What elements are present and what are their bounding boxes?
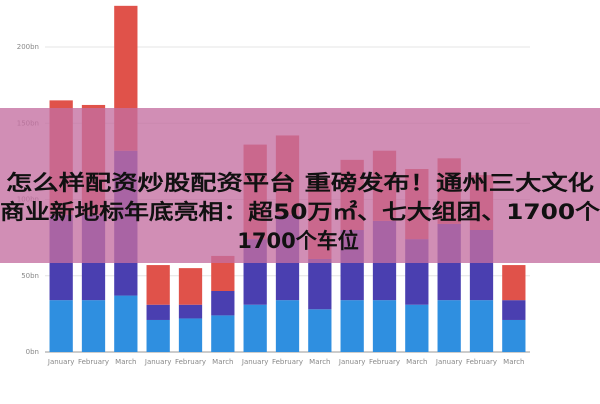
- bar-segment: [211, 315, 235, 352]
- overlay-line: 1700个车位: [237, 229, 358, 253]
- x-tick-label: January: [241, 358, 269, 366]
- x-tick-label: February: [272, 358, 303, 366]
- x-tick-label: February: [466, 358, 497, 366]
- x-tick-label: March: [503, 358, 524, 366]
- bar-segment: [405, 304, 429, 352]
- x-tick-label: March: [212, 358, 233, 366]
- bar-segment: [275, 300, 300, 352]
- bar-segment: [372, 300, 397, 352]
- bar-segment: [340, 300, 364, 352]
- y-tick-label: 50bn: [21, 272, 39, 280]
- overlay-line: 商业新地标年底亮相：超50万㎡、七大组团、1700个: [0, 200, 600, 224]
- y-tick-label: 0bn: [26, 348, 39, 356]
- bar-segment: [502, 319, 526, 352]
- x-tick-label: January: [47, 358, 75, 366]
- bar-segment: [178, 318, 203, 352]
- bar-segment: [308, 258, 332, 310]
- bar-segment: [469, 300, 494, 352]
- bar-segment: [502, 265, 526, 301]
- x-tick-label: February: [369, 358, 400, 366]
- x-tick-label: January: [435, 358, 463, 366]
- bar-segment: [49, 300, 73, 352]
- bar-segment: [308, 309, 332, 352]
- bar-segment: [81, 300, 106, 352]
- x-tick-label: March: [406, 358, 427, 366]
- bar-segment: [146, 319, 170, 352]
- bar-segment: [211, 291, 235, 316]
- bar-segment: [146, 304, 170, 320]
- x-tick-label: February: [78, 358, 109, 366]
- overlay-band: [0, 108, 600, 263]
- bar-segment: [178, 268, 203, 305]
- overlay-line: 怎么样配资炒股配资平台 重磅发布！通州三大文化: [6, 171, 594, 195]
- bar-segment: [114, 295, 138, 352]
- bar-segment: [178, 304, 203, 319]
- bar-segment: [437, 300, 461, 352]
- bar-segment: [146, 265, 170, 305]
- bar-segment: [243, 304, 267, 352]
- x-tick-label: February: [175, 358, 206, 366]
- bar-segment: [502, 300, 526, 320]
- bar-segment: [211, 255, 235, 291]
- x-tick-label: January: [144, 358, 172, 366]
- y-tick-label: 200bn: [17, 43, 39, 51]
- x-tick-label: March: [309, 358, 330, 366]
- x-tick-label: March: [115, 358, 136, 366]
- x-tick-label: January: [338, 358, 366, 366]
